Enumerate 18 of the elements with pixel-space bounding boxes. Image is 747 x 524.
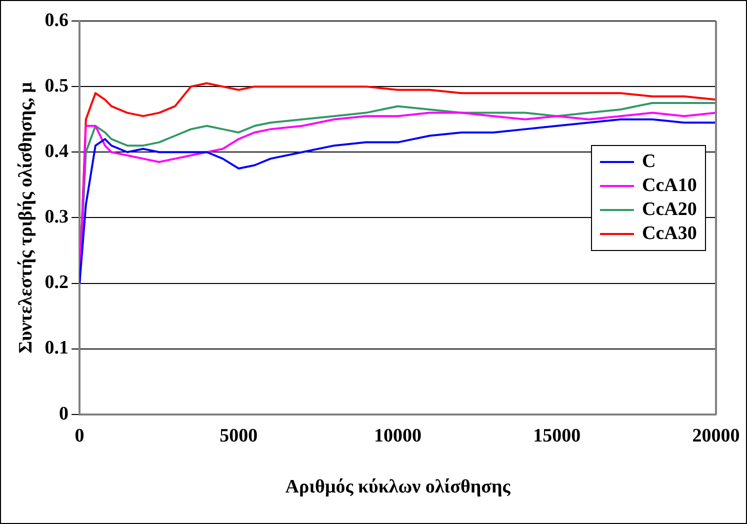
x-tick-label: 15000 [533,426,581,447]
legend-label: C [642,150,656,173]
x-tick-label: 5000 [220,426,258,447]
y-tick-label: 0.2 [44,272,69,294]
x-tick-label: 10000 [374,426,422,447]
legend-label: CcA20 [642,198,697,221]
y-tick-label: 0.5 [44,75,69,96]
legend-label: CcA10 [642,174,697,197]
x-axis-title: Αριθμός κύκλων ολίσθησης [285,476,512,498]
x-tick-label: 20000 [692,426,740,447]
y-tick-label: 0 [59,403,69,424]
y-tick-label: 0.4 [44,141,70,162]
y-tick-label: 0.6 [44,10,69,31]
y-axis-title: Συντελεστής τριβής ολίσθησης, μ [15,82,36,354]
y-tick-label: 0.1 [44,338,69,359]
x-tick-label: 0 [74,426,84,447]
y-tick-label: 0.3 [44,206,69,228]
legend-label: CcA30 [642,222,697,245]
